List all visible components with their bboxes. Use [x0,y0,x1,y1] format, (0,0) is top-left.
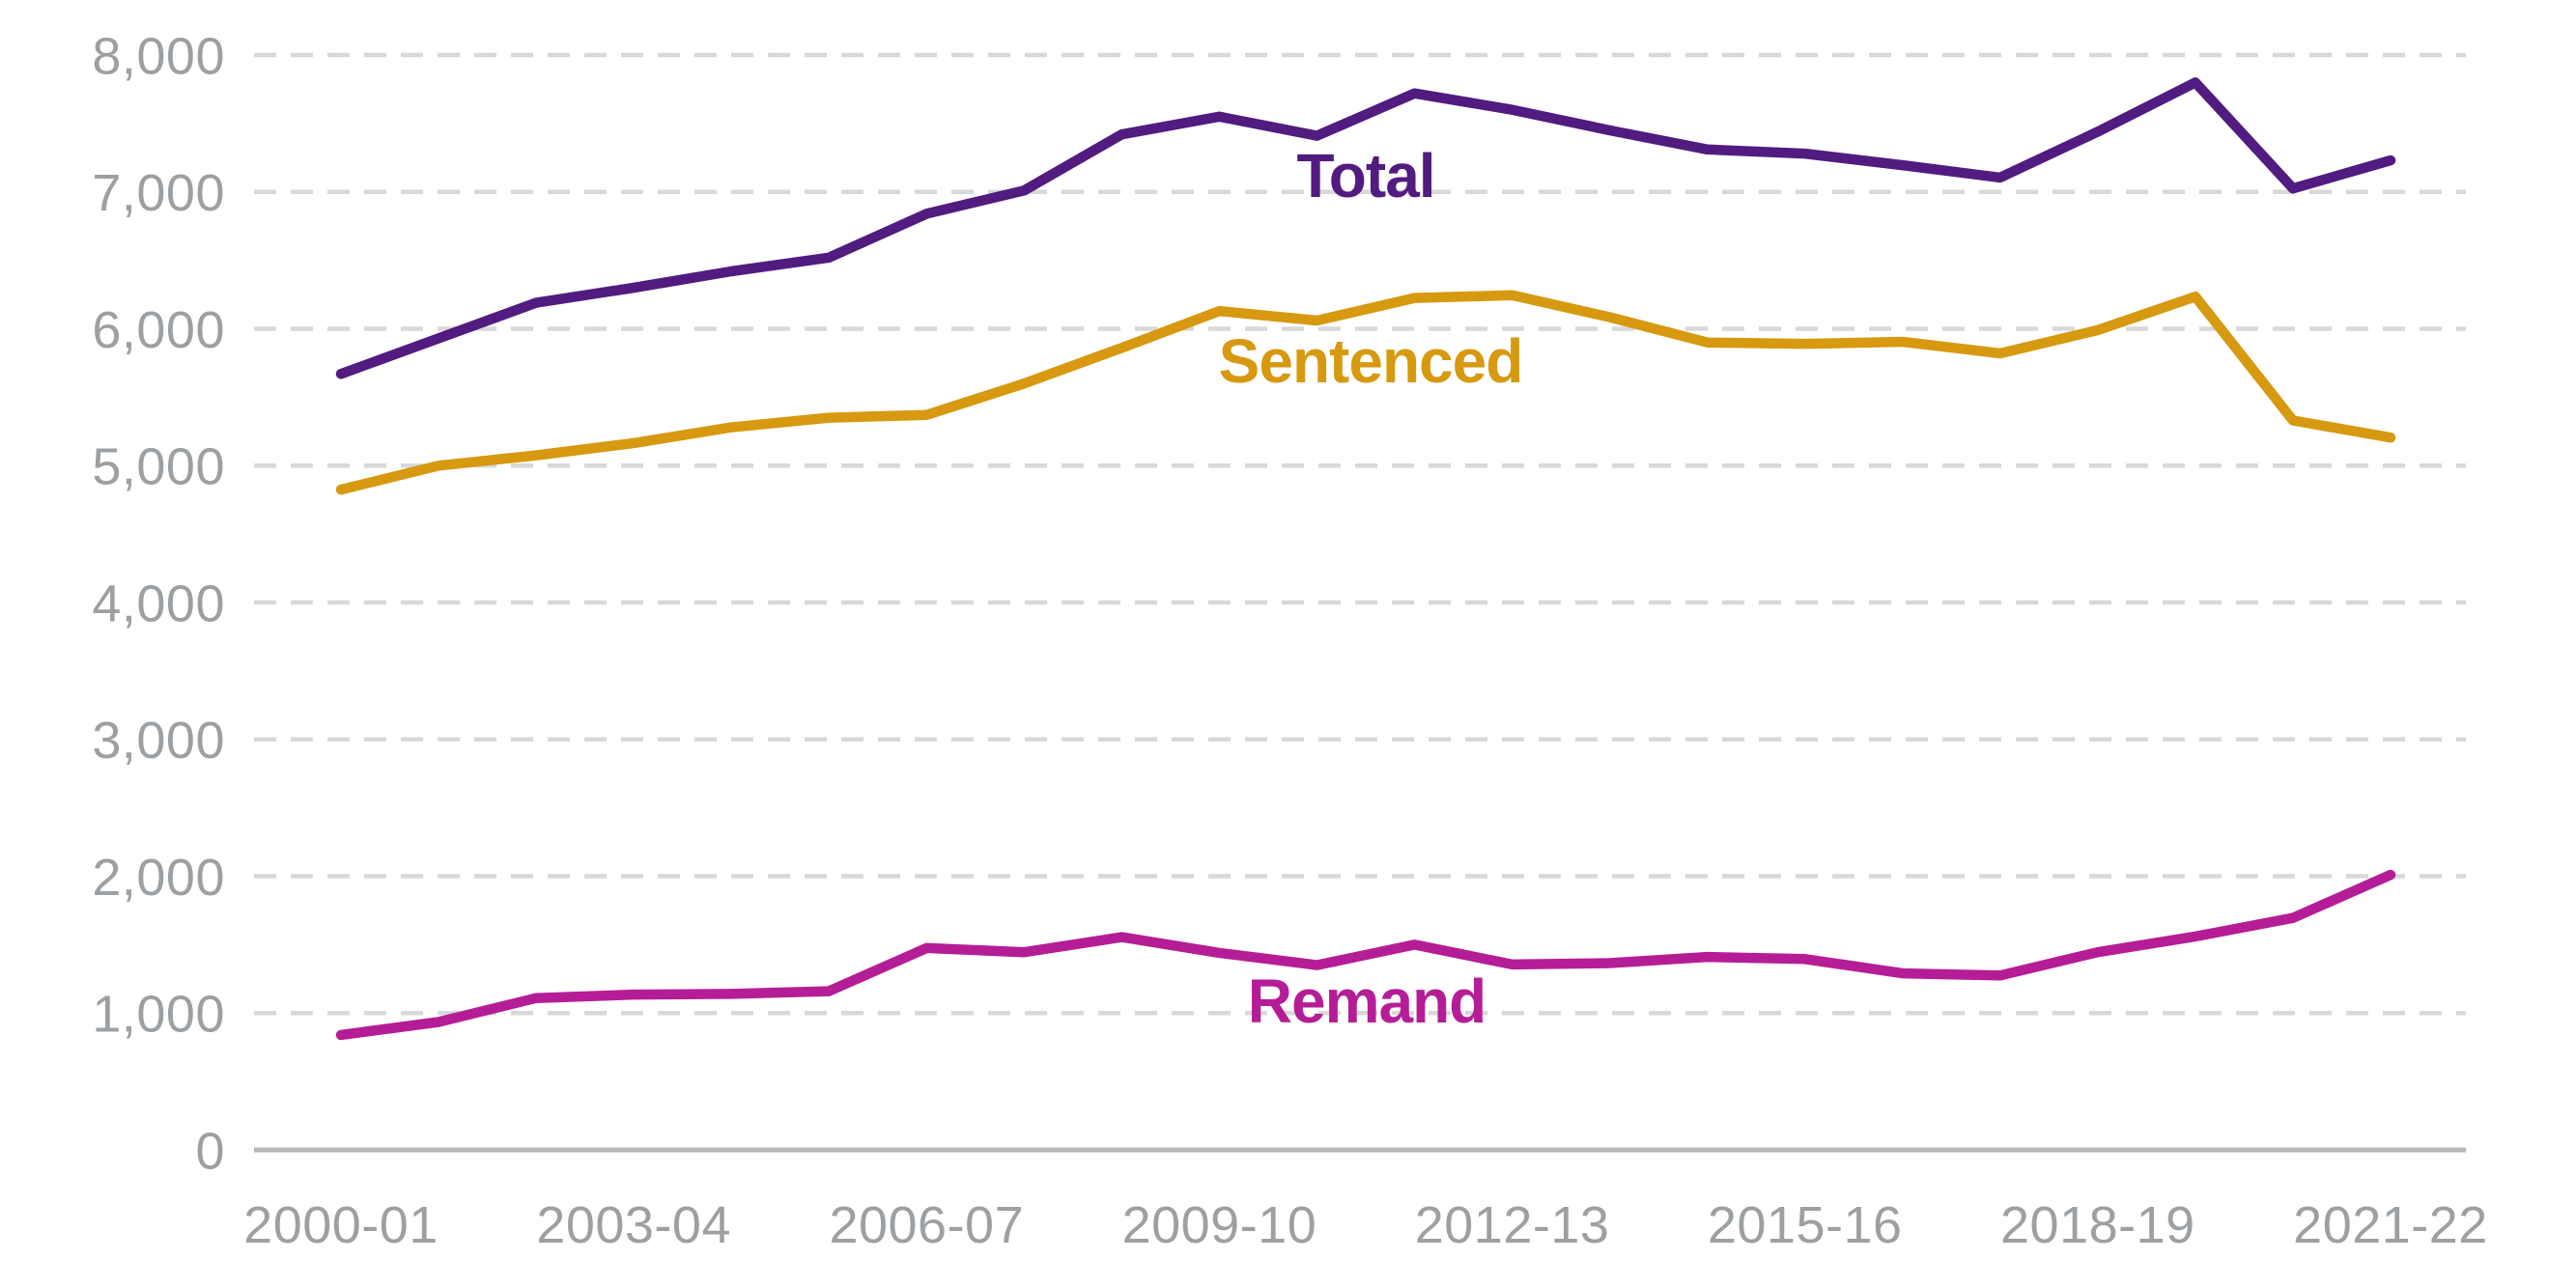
y-axis-tick-label: 4,000 [92,574,225,632]
x-axis-tick-label: 2015-16 [1708,1196,1903,1254]
series-line-remand [335,869,2396,1041]
series-labels-group: Total Sentenced Remand [1219,141,1524,1036]
y-axis-tick-label: 0 [195,1122,225,1180]
y-axis-tick-label: 5,000 [92,438,225,496]
x-axis-tick-label: 2006-07 [829,1196,1024,1254]
series-label-sentenced: Sentenced [1219,326,1523,396]
y-axis-tick-label: 7,000 [92,164,225,222]
series-line-total [335,77,2396,379]
x-axis-tick-label: 2009-10 [1122,1196,1317,1254]
series-label-total: Total [1296,141,1434,210]
x-axis-tick-label: 2000-01 [243,1196,439,1254]
x-axis-tick-label: 2012-13 [1415,1196,1610,1254]
series-label-remand: Remand [1248,966,1486,1036]
y-axis-tick-label: 2,000 [92,849,225,907]
y-axis-tick-label: 8,000 [92,27,225,85]
series-lines-group [335,77,2396,1041]
x-axis-tick-label: 2021-22 [2293,1196,2488,1254]
series-line-sentenced [335,290,2396,495]
y-axis-tick-label: 1,000 [92,986,225,1044]
x-axis-tick-label: 2018-19 [2000,1196,2195,1254]
y-axis-tick-label: 3,000 [92,712,225,770]
axis-tick-labels-group: 0 1,000 2,000 3,000 4,000 5,000 6,000 7,000 8,00… [92,27,2487,1254]
y-axis-tick-label: 6,000 [92,301,225,359]
x-axis-tick-label: 2003-04 [536,1196,731,1254]
gridlines-group [254,52,2466,1153]
